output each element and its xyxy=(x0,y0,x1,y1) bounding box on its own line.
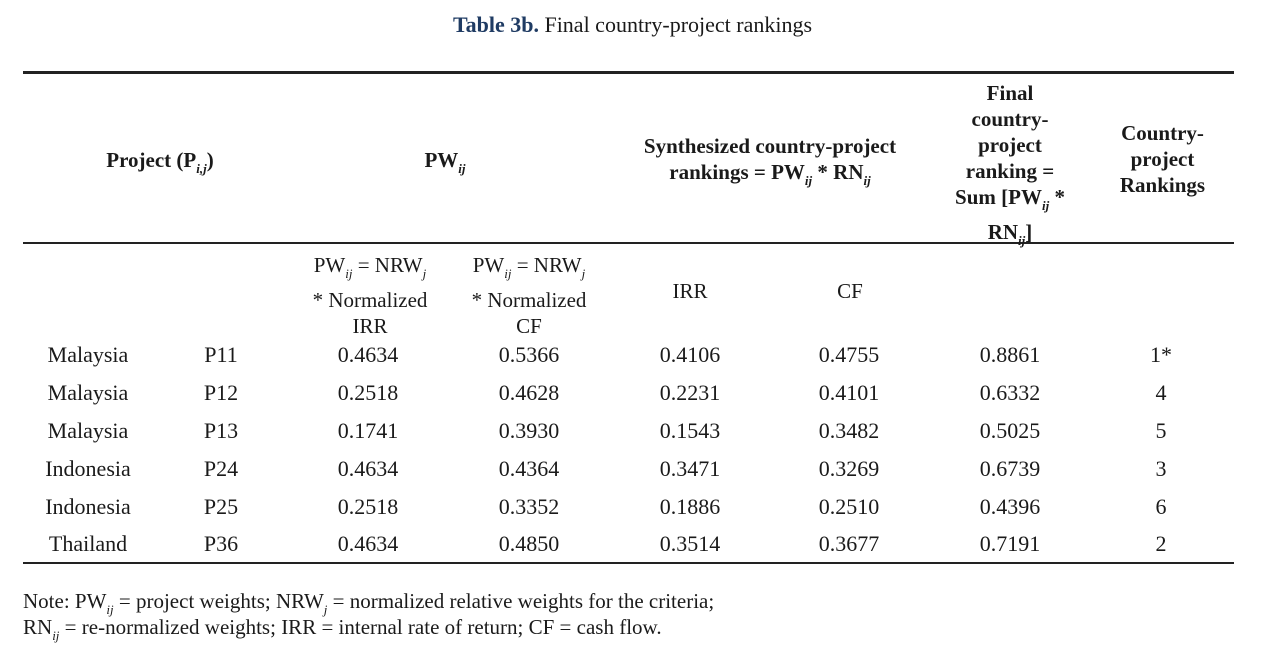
header-pw: PWij xyxy=(424,148,466,176)
cell-synth-cf: 0.2510 xyxy=(818,494,880,519)
cell-final-ranking: 0.7191 xyxy=(979,531,1041,556)
cell-project: P36 xyxy=(203,531,239,556)
cell-project: P11 xyxy=(204,342,238,367)
cell-synth-cf: 0.3677 xyxy=(818,531,880,556)
cell-synth-cf: 0.3482 xyxy=(818,418,880,443)
cell-synth-irr: 0.3514 xyxy=(659,531,721,556)
cell-synth-irr: 0.4106 xyxy=(659,342,721,367)
cell-synth-irr: 0.1543 xyxy=(659,418,721,443)
cell-synth-irr: 0.3471 xyxy=(659,456,721,481)
cell-rank: 2 xyxy=(1155,531,1167,556)
cell-pw-cf: 0.3352 xyxy=(498,494,560,519)
cell-final-ranking: 0.8861 xyxy=(979,342,1041,367)
cell-rank: 6 xyxy=(1155,494,1167,519)
table-caption: Table 3b. Final country-project rankings xyxy=(0,12,1265,38)
cell-country: Thailand xyxy=(48,531,128,556)
header-synthesized: Synthesized country-project rankings = P… xyxy=(643,134,897,188)
bottom-rule xyxy=(23,562,1234,564)
cell-rank: 1* xyxy=(1150,342,1172,367)
subheader-pw-irr: PWij = NRWj * Normalized IRR xyxy=(312,253,428,338)
cell-country: Indonesia xyxy=(45,494,131,519)
cell-country: Malaysia xyxy=(47,380,129,405)
cell-pw-irr: 0.2518 xyxy=(337,494,399,519)
cell-pw-cf: 0.4364 xyxy=(498,456,560,481)
cell-country: Malaysia xyxy=(47,418,129,443)
cell-pw-irr: 0.4634 xyxy=(337,342,399,367)
cell-final-ranking: 0.4396 xyxy=(979,494,1041,519)
top-rule xyxy=(23,71,1234,74)
cell-synth-irr: 0.2231 xyxy=(659,380,721,405)
cell-synth-irr: 0.1886 xyxy=(659,494,721,519)
header-rule xyxy=(23,242,1234,244)
cell-rank: 5 xyxy=(1155,418,1167,443)
cell-synth-cf: 0.4755 xyxy=(818,342,880,367)
cell-pw-cf: 0.4850 xyxy=(498,531,560,556)
subheader-irr: IRR xyxy=(672,279,708,303)
cell-project: P13 xyxy=(203,418,239,443)
header-project: Project (Pi,j) xyxy=(106,148,214,176)
caption-lead: Table 3b. xyxy=(452,12,539,37)
cell-synth-cf: 0.4101 xyxy=(818,380,880,405)
cell-rank: 4 xyxy=(1155,380,1167,405)
cell-project: P25 xyxy=(203,494,239,519)
header-final-ranking: Final country- project ranking = Sum [PW… xyxy=(955,81,1065,248)
cell-pw-irr: 0.1741 xyxy=(337,418,399,443)
cell-pw-cf: 0.3930 xyxy=(498,418,560,443)
cell-pw-irr: 0.4634 xyxy=(337,456,399,481)
cell-project: P12 xyxy=(203,380,239,405)
caption-text: Final country-project rankings xyxy=(538,12,813,37)
table-note-line-1: Note: PWij = project weights; NRWj = nor… xyxy=(23,589,715,617)
cell-pw-irr: 0.2518 xyxy=(337,380,399,405)
subheader-pw-cf: PWij = NRWj * Normalized CF xyxy=(471,253,587,338)
cell-rank: 3 xyxy=(1155,456,1167,481)
header-rankings: Country- project Rankings xyxy=(1119,121,1206,197)
cell-project: P24 xyxy=(203,456,239,481)
cell-country: Malaysia xyxy=(47,342,129,367)
cell-final-ranking: 0.6332 xyxy=(979,380,1041,405)
cell-country: Indonesia xyxy=(45,456,131,481)
cell-pw-cf: 0.5366 xyxy=(498,342,560,367)
table-note-line-2: RNij = re-normalized weights; IRR = inte… xyxy=(23,615,662,643)
subheader-cf: CF xyxy=(837,279,863,303)
cell-final-ranking: 0.6739 xyxy=(979,456,1041,481)
cell-final-ranking: 0.5025 xyxy=(979,418,1041,443)
cell-pw-cf: 0.4628 xyxy=(498,380,560,405)
cell-synth-cf: 0.3269 xyxy=(818,456,880,481)
cell-pw-irr: 0.4634 xyxy=(337,531,399,556)
